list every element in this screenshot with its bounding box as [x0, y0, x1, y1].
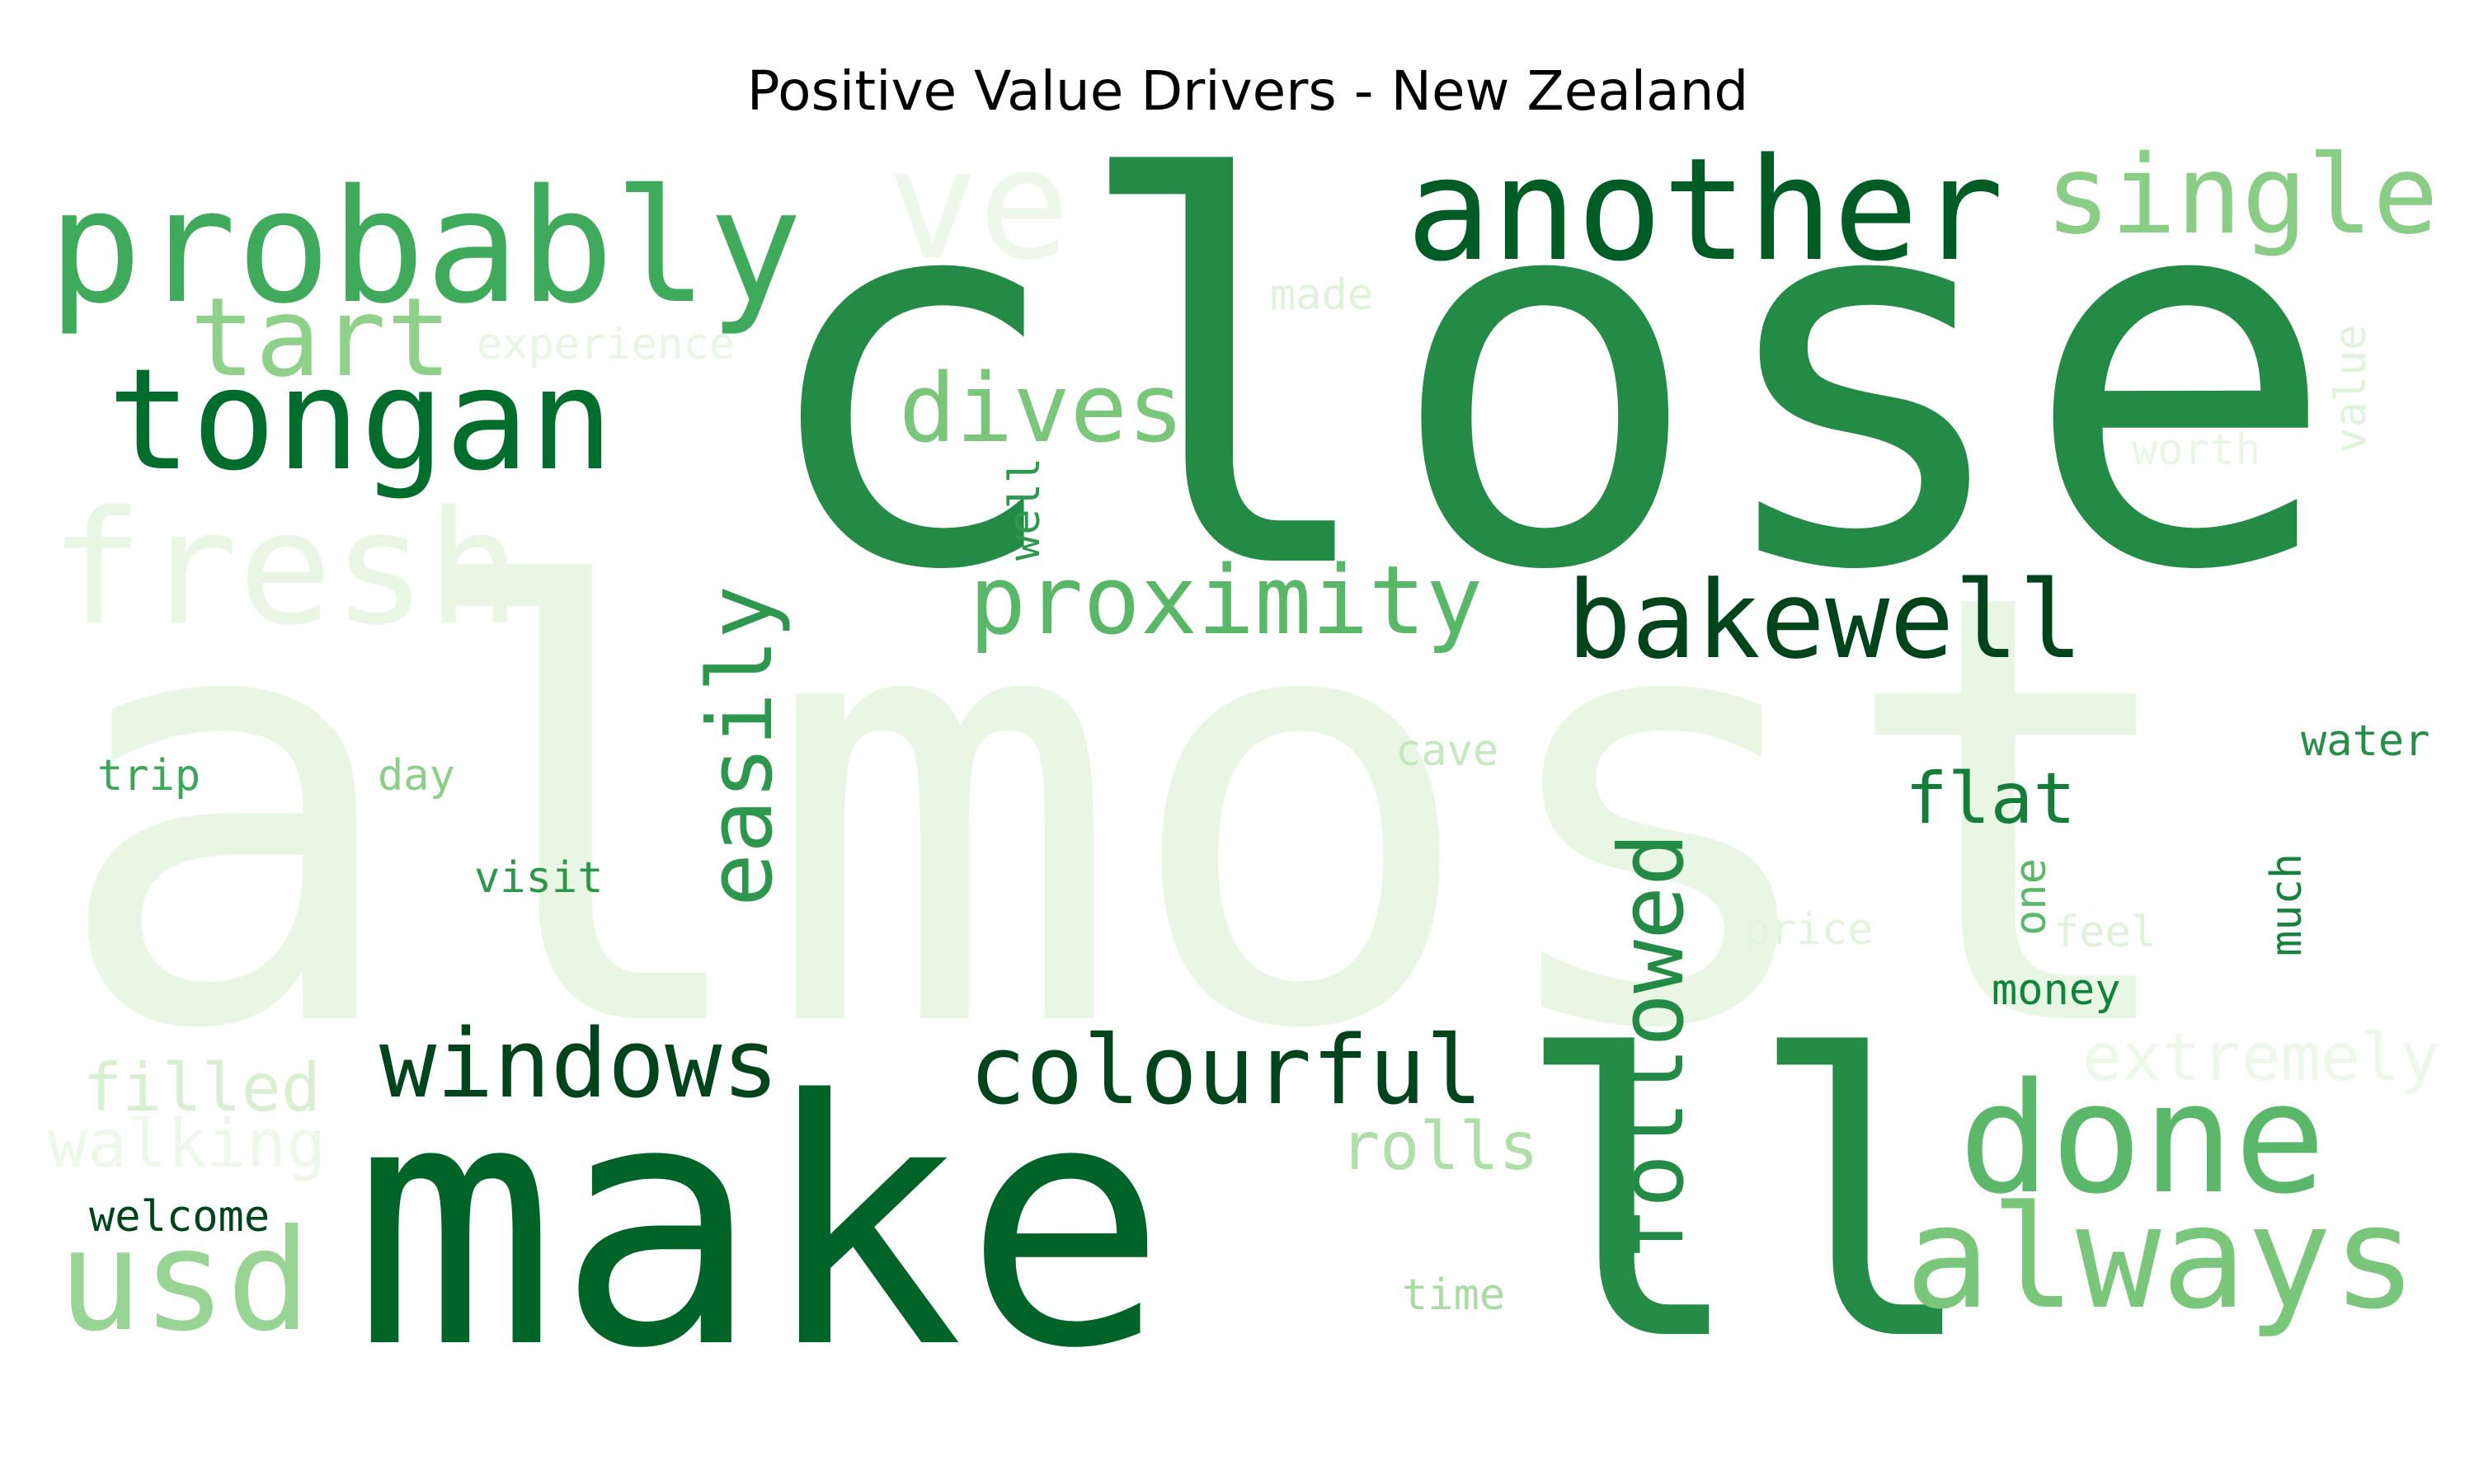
chart-title: Positive Value Drivers - New Zealand: [746, 59, 1749, 123]
word-tongan: tongan: [107, 339, 614, 502]
word-windows: windows: [379, 1009, 779, 1120]
word-worth: worth: [2132, 425, 2261, 475]
word-welcome: welcome: [89, 1192, 270, 1242]
word-value: value: [2326, 324, 2376, 453]
word-followed: followed: [1601, 833, 1704, 1261]
word-single: single: [2045, 132, 2439, 259]
word-visit: visit: [474, 853, 604, 903]
word-close: close: [750, 71, 2340, 685]
word-time: time: [1402, 1270, 1505, 1320]
word-make: make: [353, 1028, 1167, 1422]
word-ve: ve: [887, 115, 1070, 294]
word-tart: tart: [190, 275, 452, 402]
word-water: water: [2301, 716, 2430, 766]
word-rolls: rolls: [1340, 1108, 1539, 1185]
word-trip: trip: [97, 751, 200, 801]
word-experience: experience: [477, 320, 735, 369]
word-much: much: [2262, 853, 2312, 956]
word-easily: easily: [689, 585, 793, 907]
word-proximity: proximity: [969, 546, 1483, 656]
word-money: money: [1992, 965, 2121, 1015]
word-another: another: [1406, 127, 2004, 293]
word-day: day: [378, 751, 455, 801]
word-done: done: [1959, 1050, 2326, 1228]
word-cave: cave: [1395, 726, 1498, 776]
word-almost: almost: [49, 467, 2194, 1158]
word-well: well: [1000, 458, 1050, 561]
word-probably: probably: [48, 156, 802, 338]
word-ll: ll: [1513, 974, 1980, 1425]
word-made: made: [1270, 270, 1373, 320]
word-filled: filled: [82, 1050, 321, 1126]
word-always: always: [1905, 1175, 2417, 1341]
word-feel: feel: [2053, 908, 2157, 957]
word-fresh: fresh: [49, 477, 521, 660]
word-extremely: extremely: [2082, 1019, 2439, 1096]
word-usd: usd: [58, 1200, 311, 1363]
word-one: one: [2006, 858, 2056, 936]
word-colourful: colourful: [969, 1016, 1483, 1126]
word-bakewell: bakewell: [1567, 557, 2083, 683]
word-dives: dives: [899, 354, 1184, 464]
word-walking: walking: [48, 1106, 326, 1182]
word-flat: flat: [1905, 758, 2076, 840]
word-price: price: [1744, 905, 1874, 955]
